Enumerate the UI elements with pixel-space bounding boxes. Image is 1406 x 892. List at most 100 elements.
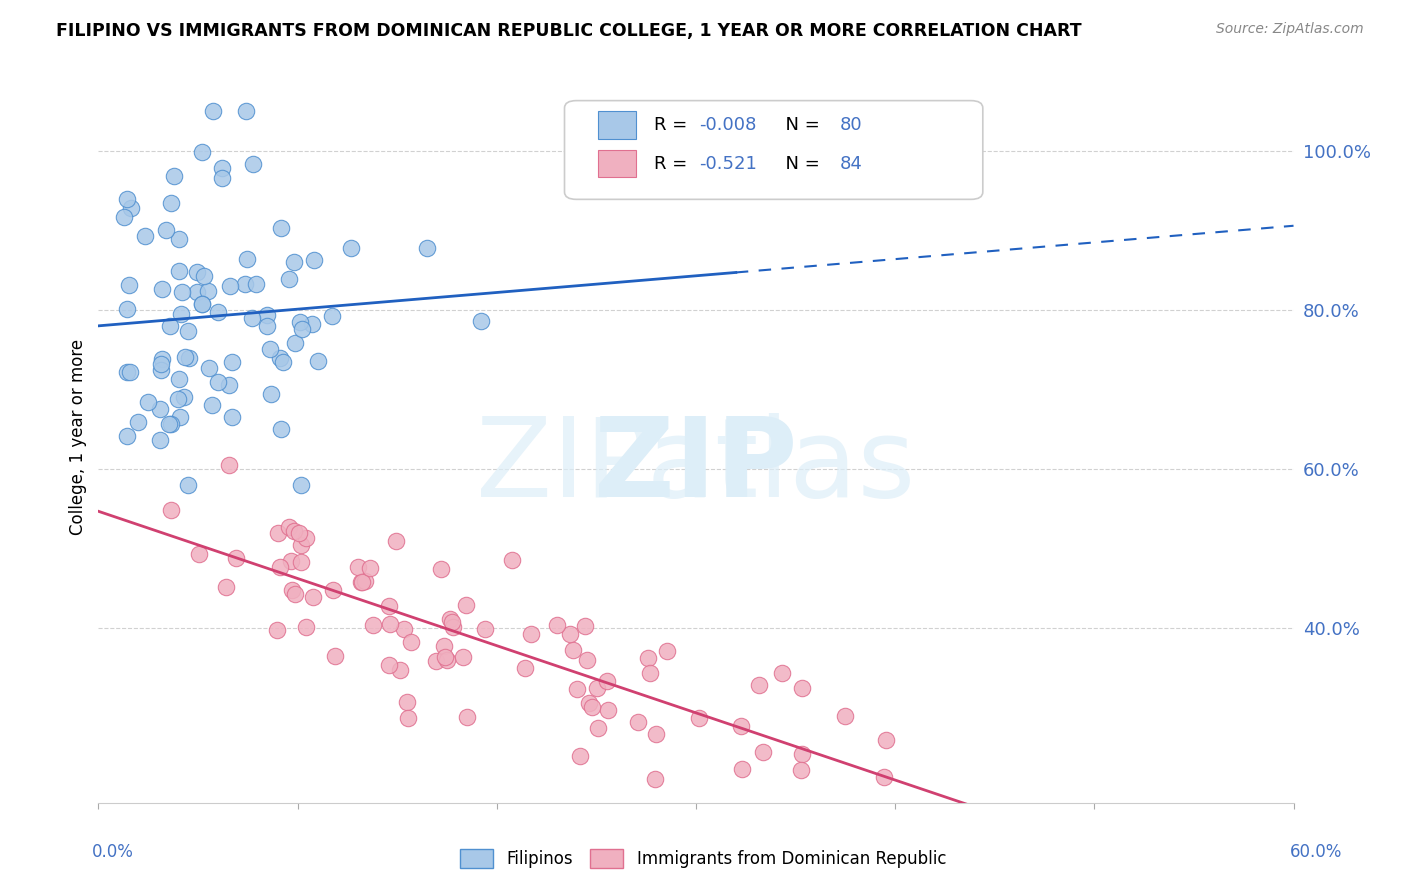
Point	[218, 378, 240, 392]
Point	[191, 297, 214, 311]
Point	[436, 653, 458, 667]
Point	[120, 201, 142, 215]
Point	[277, 519, 299, 533]
Point	[645, 726, 668, 740]
Point	[174, 350, 197, 364]
Point	[394, 622, 416, 636]
Point	[283, 524, 305, 539]
Point	[576, 653, 599, 667]
Point	[159, 319, 181, 334]
Point	[290, 538, 312, 552]
Text: ZIP: ZIP	[595, 413, 797, 520]
Text: R =: R =	[654, 116, 693, 134]
Y-axis label: College, 1 year or more: College, 1 year or more	[69, 339, 87, 535]
Point	[441, 620, 464, 634]
Point	[117, 429, 139, 443]
Point	[118, 278, 141, 293]
Point	[396, 695, 419, 709]
Text: 60.0%: 60.0%	[1291, 843, 1343, 861]
Point	[568, 749, 591, 764]
Point	[290, 315, 312, 329]
Point	[198, 361, 221, 376]
Point	[731, 762, 754, 776]
Text: N =: N =	[773, 154, 825, 172]
Point	[115, 192, 138, 206]
Point	[380, 616, 402, 631]
Point	[149, 434, 172, 448]
Bar	[598, 111, 637, 138]
Point	[149, 402, 172, 417]
Point	[454, 598, 477, 612]
Text: R =: R =	[654, 154, 693, 172]
Text: 80: 80	[839, 116, 862, 134]
Point	[359, 560, 381, 574]
Text: N =: N =	[773, 116, 825, 134]
Point	[169, 410, 191, 425]
Point	[790, 747, 813, 761]
Point	[155, 223, 177, 237]
Point	[284, 336, 307, 351]
Point	[191, 297, 214, 311]
Point	[302, 590, 325, 604]
Point	[160, 417, 183, 432]
Point	[211, 161, 233, 176]
Point	[586, 721, 609, 735]
Point	[294, 620, 316, 634]
Point	[451, 650, 474, 665]
Point	[280, 554, 302, 568]
Point	[233, 277, 256, 291]
Point	[160, 503, 183, 517]
Point	[790, 681, 813, 695]
Point	[363, 617, 385, 632]
Point	[190, 145, 212, 160]
Text: ZIPatlas: ZIPatlas	[477, 413, 915, 520]
Point	[149, 363, 172, 377]
Point	[235, 104, 257, 119]
Point	[291, 322, 314, 336]
Point	[170, 307, 193, 321]
Point	[173, 391, 195, 405]
Point	[221, 355, 243, 369]
Text: -0.521: -0.521	[700, 154, 758, 172]
Point	[396, 711, 419, 725]
Point	[353, 574, 375, 588]
Point	[770, 665, 793, 680]
Point	[565, 681, 588, 696]
Point	[323, 649, 346, 664]
Point	[207, 375, 229, 389]
Point	[561, 643, 583, 657]
Point	[752, 746, 775, 760]
Point	[280, 582, 302, 597]
Bar	[598, 150, 637, 178]
Point	[270, 422, 292, 436]
Point	[284, 587, 307, 601]
Point	[167, 232, 190, 246]
Point	[399, 635, 422, 649]
Point	[277, 272, 299, 286]
Point	[260, 387, 283, 401]
Point	[266, 624, 288, 638]
Point	[150, 358, 173, 372]
Point	[170, 285, 193, 299]
Point	[389, 664, 412, 678]
Point	[201, 398, 224, 412]
Point	[560, 627, 582, 641]
Point	[215, 580, 238, 594]
Point	[321, 310, 343, 324]
Point	[425, 655, 447, 669]
Point	[290, 477, 312, 491]
Text: 84: 84	[839, 154, 862, 172]
Point	[283, 255, 305, 269]
Point	[186, 265, 208, 279]
Legend: Filipinos, Immigrants from Dominican Republic: Filipinos, Immigrants from Dominican Rep…	[453, 843, 953, 875]
Point	[290, 555, 312, 569]
Point	[346, 560, 368, 574]
Point	[638, 665, 661, 680]
Point	[256, 309, 278, 323]
Point	[301, 317, 323, 331]
Point	[546, 617, 568, 632]
Point	[578, 696, 600, 710]
Point	[167, 264, 190, 278]
Point	[157, 417, 180, 432]
Point	[193, 269, 215, 284]
